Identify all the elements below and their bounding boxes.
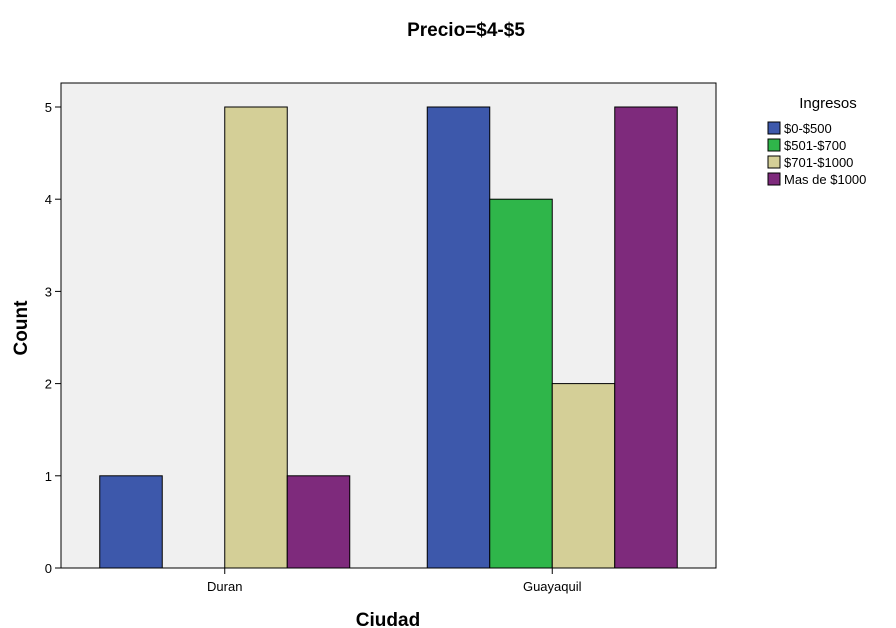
legend-label: Mas de $1000 xyxy=(784,172,866,187)
y-tick-label: 1 xyxy=(45,469,52,484)
bar-guayaquil-series-3 xyxy=(614,106,678,569)
bar-guayaquil-series-0 xyxy=(426,106,491,569)
bar-duran-series-3 xyxy=(286,475,351,569)
y-tick-label: 4 xyxy=(45,192,52,207)
x-axis-title: Ciudad xyxy=(356,610,420,628)
x-tick-label: Duran xyxy=(207,579,242,594)
x-tick-label: Guayaquil xyxy=(523,579,582,594)
legend-swatch xyxy=(767,172,781,186)
y-axis-title: Count xyxy=(11,300,32,356)
y-tick-label: 2 xyxy=(45,377,52,392)
bars-group xyxy=(99,106,678,569)
bar-duran-series-0 xyxy=(99,475,163,569)
bar-guayaquil-series-1 xyxy=(489,198,553,569)
y-tick-label: 3 xyxy=(45,284,52,299)
chart-title: Precio=$4-$5 xyxy=(407,20,525,41)
legend-label: $501-$700 xyxy=(784,138,846,153)
legend-swatch xyxy=(767,155,781,169)
y-tick-label: 5 xyxy=(45,100,52,115)
legend-swatch xyxy=(767,121,781,135)
legend-label: $701-$1000 xyxy=(784,155,853,170)
legend-swatch xyxy=(767,138,781,152)
x-axis: Duran Guayaquil xyxy=(207,568,582,594)
y-axis: 0 1 2 3 4 5 xyxy=(45,83,62,576)
bar-duran-series-2 xyxy=(224,106,288,569)
legend-title: Ingresos xyxy=(799,95,857,112)
bar-guayaquil-series-2 xyxy=(551,383,616,569)
y-tick-label: 0 xyxy=(45,561,52,576)
legend-label: $0-$500 xyxy=(784,121,832,136)
legend: Ingresos $0-$500 $501-$700 $701-$1000 Mas d… xyxy=(767,95,866,187)
